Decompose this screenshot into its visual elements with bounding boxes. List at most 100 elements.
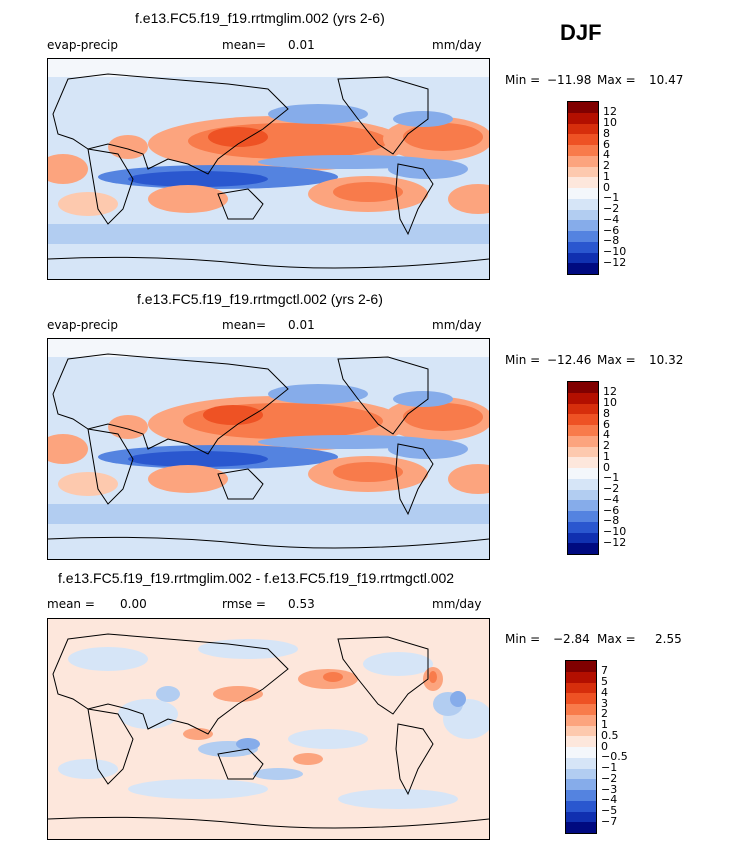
panel1-colorbar <box>567 101 599 275</box>
panel1-min-value: −11.98 <box>547 73 592 87</box>
colorbar-swatch <box>568 198 598 210</box>
season-label: DJF <box>560 20 602 45</box>
colorbar-tick-label: −5 <box>601 804 618 817</box>
panel2-max-label: Max = <box>597 353 636 367</box>
colorbar-tick-label: 1 <box>601 718 608 731</box>
colorbar-tick-label: −0.5 <box>601 750 628 764</box>
colorbar-tick-label: 12 <box>603 385 617 399</box>
colorbar-tick-label: 2 <box>603 159 610 172</box>
colorbar-swatch <box>568 263 598 274</box>
colorbar-swatch <box>568 489 598 501</box>
colorbar-swatch <box>566 768 596 780</box>
panel1-variable: evap-precip <box>47 38 119 52</box>
colorbar-tick-label: −2 <box>601 771 618 785</box>
colorbar-tick-label: −12 <box>603 255 627 269</box>
panel2-map-svg <box>48 339 489 559</box>
colorbar-tick-label: 0 <box>601 739 608 753</box>
colorbar-swatch <box>568 252 598 264</box>
panel1-mean-label: mean= <box>222 38 267 52</box>
colorbar-swatch <box>568 166 598 178</box>
colorbar-swatch <box>568 188 598 199</box>
panel2-colorbar <box>567 381 599 555</box>
colorbar-tick-label: −1 <box>603 471 620 485</box>
colorbar-tick-label: −6 <box>603 223 620 237</box>
panel3-min-value: −2.84 <box>553 632 590 646</box>
colorbar-tick-label: −12 <box>603 535 627 549</box>
panel3-max-label: Max = <box>597 632 636 646</box>
colorbar-swatch <box>568 532 598 544</box>
colorbar-swatch <box>568 123 598 135</box>
panel1-map-svg <box>48 59 489 279</box>
colorbar-swatch <box>568 478 598 490</box>
panel2-min-label: Min = <box>505 353 541 367</box>
colorbar-tick-label: −1 <box>601 761 618 774</box>
colorbar-tick-label: −4 <box>603 492 620 506</box>
panel3-map <box>47 618 490 840</box>
colorbar-swatch <box>566 779 596 790</box>
colorbar-tick-label: 0 <box>603 460 610 474</box>
colorbar-tick-label: 4 <box>601 685 608 699</box>
colorbar-swatch <box>566 661 596 672</box>
colorbar-swatch <box>568 511 598 522</box>
colorbar-swatch <box>568 435 598 447</box>
panel2-mean-value: 0.01 <box>288 318 315 332</box>
colorbar-tick-label: 3 <box>601 696 608 710</box>
panel3-mean-label: mean = <box>47 597 95 611</box>
colorbar-tick-label: 0.5 <box>601 728 619 742</box>
colorbar-swatch <box>568 403 598 415</box>
colorbar-tick-label: 1 <box>603 449 610 463</box>
panel2-min-value: −12.46 <box>547 353 592 367</box>
colorbar-tick-label: −2 <box>603 202 620 215</box>
colorbar-tick-label: −3 <box>601 782 618 796</box>
panel3-min-label: Min = <box>505 632 541 646</box>
colorbar-tick-label: 8 <box>603 126 610 140</box>
colorbar-tick-label: 4 <box>603 428 610 442</box>
colorbar-swatch <box>568 500 598 511</box>
colorbar-tick-label: −8 <box>603 234 620 248</box>
colorbar-tick-label: 12 <box>603 105 617 119</box>
panel3-title: f.e13.FC5.f19_f19.rrtmglim.002 - f.e13.F… <box>58 570 455 586</box>
colorbar-swatch <box>568 155 598 167</box>
panel3-rmse-label: rmse = <box>222 597 266 611</box>
colorbar-tick-label: 8 <box>603 406 610 420</box>
colorbar-swatch <box>566 747 596 758</box>
panel1-min-label: Min = <box>505 73 541 87</box>
colorbar-swatch <box>566 800 596 812</box>
colorbar-swatch <box>568 209 598 221</box>
panel3-rmse-value: 0.53 <box>288 597 315 611</box>
colorbar-tick-label: −6 <box>603 503 620 517</box>
colorbar-tick-label: 5 <box>601 675 608 688</box>
colorbar-tick-label: −1 <box>603 191 620 205</box>
panel3-max-value: 2.55 <box>655 632 682 646</box>
colorbar-swatch <box>568 177 598 188</box>
panel1-title: f.e13.FC5.f19_f19.rrtmglim.002 (yrs 2-6) <box>135 10 385 26</box>
colorbar-swatch <box>568 382 598 393</box>
panel1-units: mm/day <box>432 38 482 52</box>
colorbar-swatch <box>568 145 598 156</box>
colorbar-swatch <box>568 134 598 145</box>
panel2-map <box>47 338 490 560</box>
colorbar-tick-label: −2 <box>603 482 620 495</box>
panel2-max-value: 10.32 <box>649 353 684 367</box>
colorbar-tick-label: 10 <box>603 396 617 409</box>
colorbar-swatch <box>568 414 598 425</box>
colorbar-swatch <box>568 457 598 468</box>
colorbar-swatch <box>566 671 596 683</box>
panel2-title: f.e13.FC5.f19_f19.rrtmgctl.002 (yrs 2-6) <box>137 291 383 307</box>
colorbar-swatch <box>568 112 598 124</box>
colorbar-swatch <box>568 392 598 404</box>
colorbar-tick-label: 6 <box>603 137 610 151</box>
panel1-map <box>47 58 490 280</box>
colorbar-tick-label: −10 <box>603 525 627 538</box>
panel3-colorbar <box>565 660 597 834</box>
colorbar-tick-label: 10 <box>603 116 617 129</box>
panel3-units: mm/day <box>432 597 482 611</box>
panel1-mean-value: 0.01 <box>288 38 315 52</box>
colorbar-swatch <box>568 241 598 253</box>
colorbar-swatch <box>566 822 596 833</box>
panel2-mean-label: mean= <box>222 318 267 332</box>
colorbar-swatch <box>568 521 598 533</box>
colorbar-tick-label: 0 <box>603 180 610 194</box>
colorbar-tick-label: 6 <box>603 417 610 431</box>
colorbar-swatch <box>566 725 596 737</box>
